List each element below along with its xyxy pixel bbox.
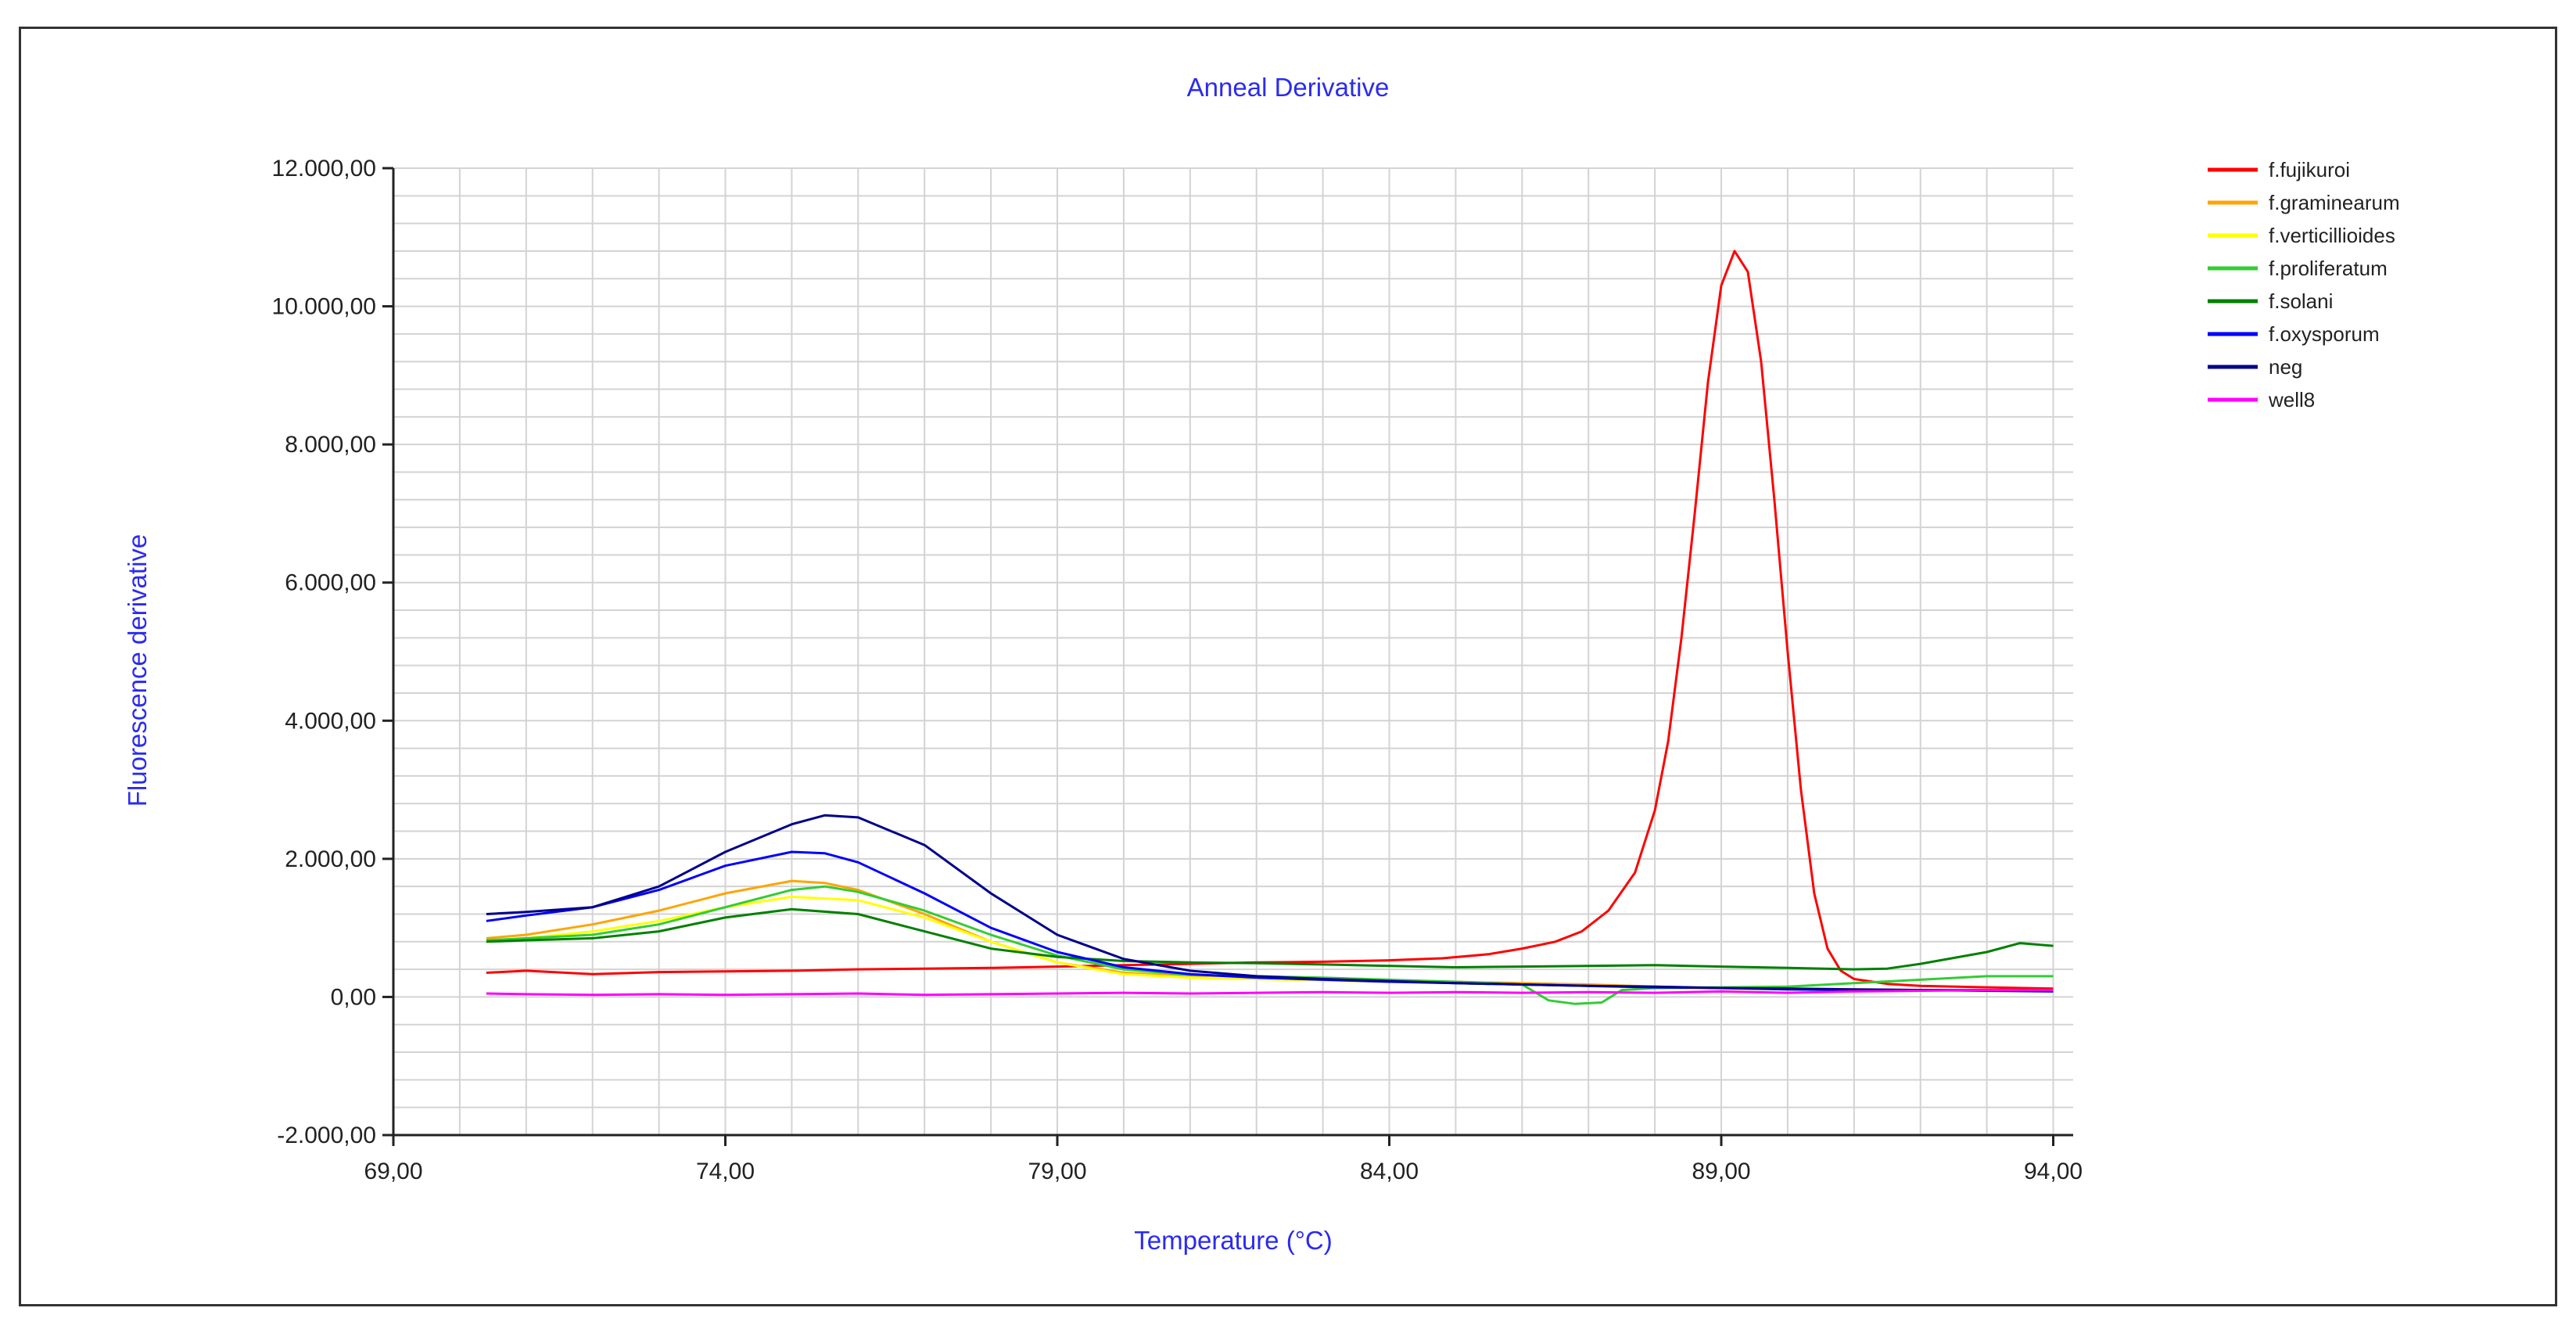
legend-label: f.fujikuroi — [2269, 158, 2350, 181]
x-tick-label: 79,00 — [1028, 1159, 1086, 1184]
legend-label: f.solani — [2269, 289, 2333, 313]
x-tick-label: 69,00 — [364, 1159, 422, 1184]
y-tick-label: 6.000,00 — [285, 570, 376, 596]
y-tick-label: 2.000,00 — [285, 846, 376, 872]
y-axis-label: Fluorescence derivative — [123, 534, 152, 807]
y-tick-label: 8.000,00 — [285, 432, 376, 458]
legend-label: well8 — [2268, 388, 2315, 411]
series-lines — [486, 250, 2054, 1005]
legend-label: f.verticillioides — [2269, 224, 2395, 247]
legend-label: f.graminearum — [2269, 191, 2400, 214]
series-line-well8 — [486, 989, 2054, 997]
legend: f.fujikuroi f.graminearum f.verticillioide… — [2208, 158, 2400, 411]
x-tick-label: 94,00 — [2024, 1159, 2083, 1184]
y-tick-label: 4.000,00 — [285, 708, 376, 734]
legend-label: f.oxysporum — [2269, 322, 2380, 346]
series-line-f-fujikuroi — [486, 250, 2054, 990]
y-tick-label: -2.000,00 — [277, 1123, 376, 1148]
x-tick-label: 84,00 — [1360, 1159, 1419, 1184]
chart-frame: Anneal Derivative -2.000,00 0,00 2.000,00 4… — [19, 27, 2557, 1306]
x-axis-label: Temperature (°C) — [1134, 1226, 1332, 1255]
y-tick-label: 0,00 — [331, 984, 376, 1010]
legend-label: neg — [2269, 355, 2302, 379]
legend-label: f.proliferatum — [2269, 257, 2388, 280]
axes: -2.000,00 0,00 2.000,00 4.000,00 6.000,00 8.0… — [272, 156, 2083, 1184]
series-line-f-solani — [486, 907, 2054, 971]
chart-title: Anneal Derivative — [1187, 73, 1390, 102]
y-tick-label: 12.000,00 — [272, 156, 376, 181]
series-line-neg — [486, 814, 2054, 992]
chart-svg: Anneal Derivative -2.000,00 0,00 2.000,00 4… — [123, 73, 2400, 1255]
y-tick-label: 10.000,00 — [272, 294, 376, 320]
x-tick-label: 89,00 — [1692, 1159, 1750, 1184]
x-tick-label: 74,00 — [696, 1159, 755, 1184]
